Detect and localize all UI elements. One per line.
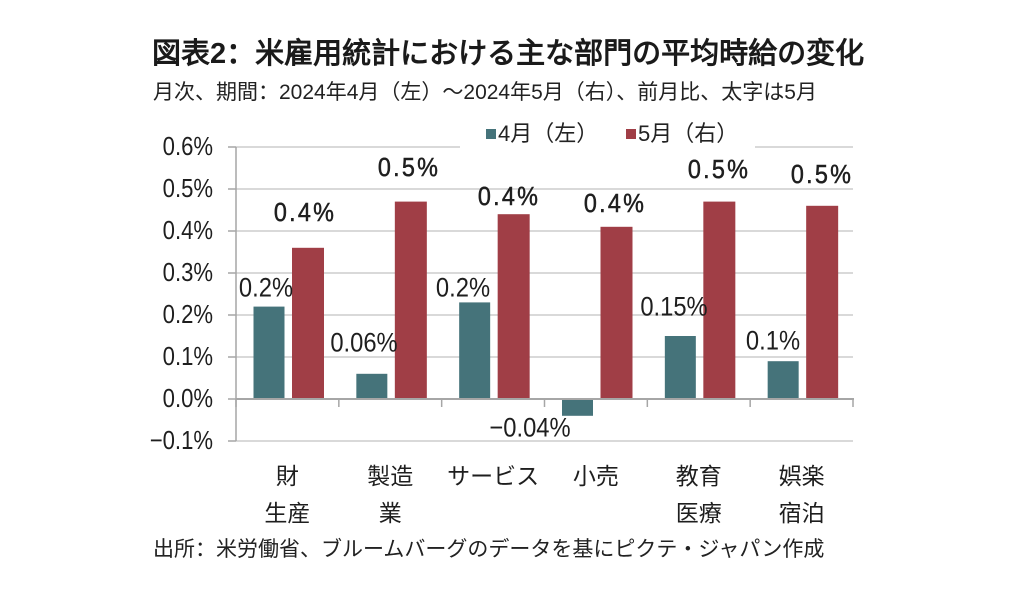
may-data-label: 0.4% [584, 190, 646, 218]
category-label: 宿泊 [779, 500, 825, 526]
may-data-label: 0.5% [688, 156, 750, 184]
may-bar [703, 201, 736, 399]
april-bar [562, 399, 593, 416]
y-tick-label: 0.2% [163, 300, 213, 329]
may-data-label-group: 0.4% [584, 190, 646, 219]
may-bar [497, 214, 530, 399]
category-label: 生産 [264, 500, 310, 526]
april-data-label: 0.2% [436, 273, 490, 303]
legend-label-april: 4月（左） [498, 121, 599, 146]
category-label: 製造 [367, 463, 413, 489]
category-label: 業 [379, 500, 402, 526]
april-bar [253, 306, 285, 399]
may-bar [292, 247, 324, 399]
april-data-label-group: 0.06% [330, 328, 397, 358]
april-bar [459, 302, 491, 399]
y-tick-label: 0.1% [163, 342, 213, 371]
april-data-label-group: 0.1% [746, 326, 800, 356]
legend-item-may: 5月（右） [626, 118, 738, 149]
april-data-label: −0.04% [489, 413, 570, 443]
april-data-label-group: 0.2% [239, 273, 293, 303]
april-data-label: 0.15% [640, 292, 707, 322]
may-data-label-group: 0.4% [274, 199, 336, 228]
may-bar [600, 226, 633, 399]
april-bar [767, 361, 799, 399]
may-bar [394, 201, 427, 399]
may-data-label: 0.5% [791, 161, 853, 189]
april-data-label: 0.1% [746, 326, 800, 356]
category-label: 医療 [676, 500, 722, 526]
category-label: 教育 [676, 463, 722, 489]
chart-title: 図表2：米雇用統計における主な部門の平均時給の変化 [152, 38, 865, 70]
y-tick-label-group: −0.1% [150, 426, 213, 455]
april-data-label-group: −0.04% [489, 413, 570, 443]
april-bar [356, 373, 388, 399]
y-tick-label: 0.4% [163, 216, 213, 245]
y-tick-label: 0.5% [163, 174, 213, 203]
may-data-label: 0.5% [378, 154, 440, 182]
chart-subtitle: 月次、期間：2024年4月（左）～2024年5月（右）、前月比、太字は5月 [153, 81, 817, 104]
category-label: 娯楽 [779, 463, 825, 489]
may-data-label: 0.4% [274, 199, 336, 227]
legend: 4月（左） 5月（右） [460, 118, 755, 149]
y-tick-label-group: 0.2% [163, 300, 213, 329]
may-data-label-group: 0.5% [791, 161, 853, 190]
legend-swatch-may [626, 128, 636, 139]
y-tick-label: 0.0% [163, 384, 213, 413]
may-data-label-group: 0.5% [688, 156, 750, 185]
may-data-label: 0.4% [478, 183, 540, 211]
april-data-label-group: 0.2% [436, 273, 490, 303]
y-tick-label: 0.3% [163, 258, 213, 287]
april-bar [664, 336, 696, 399]
y-tick-label-group: 0.6% [163, 132, 213, 161]
april-data-label-group: 0.15% [640, 292, 707, 322]
source-note: 出所：米労働省、ブルームバーグのデータを基にピクテ・ジャパン作成 [153, 538, 825, 561]
april-data-label: 0.2% [239, 273, 293, 303]
may-bar [806, 205, 839, 399]
legend-swatch-april [486, 128, 496, 139]
y-tick-label-group: 0.5% [163, 174, 213, 203]
category-label: 財 [276, 463, 299, 489]
y-tick-label-group: 0.3% [163, 258, 213, 287]
april-data-label: 0.06% [330, 328, 397, 358]
y-tick-label-group: 0.4% [163, 216, 213, 245]
legend-item-april: 4月（左） [486, 118, 598, 149]
may-data-label-group: 0.4% [478, 183, 540, 212]
y-tick-label-group: 0.0% [163, 384, 213, 413]
may-data-label-group: 0.5% [378, 154, 440, 183]
y-tick-label: 0.6% [163, 132, 213, 161]
y-tick-label-group: 0.1% [163, 342, 213, 371]
legend-label-may: 5月（右） [638, 121, 739, 146]
category-label: サービス [447, 463, 539, 489]
y-tick-label: −0.1% [150, 426, 213, 455]
category-label: 小売 [573, 463, 619, 489]
